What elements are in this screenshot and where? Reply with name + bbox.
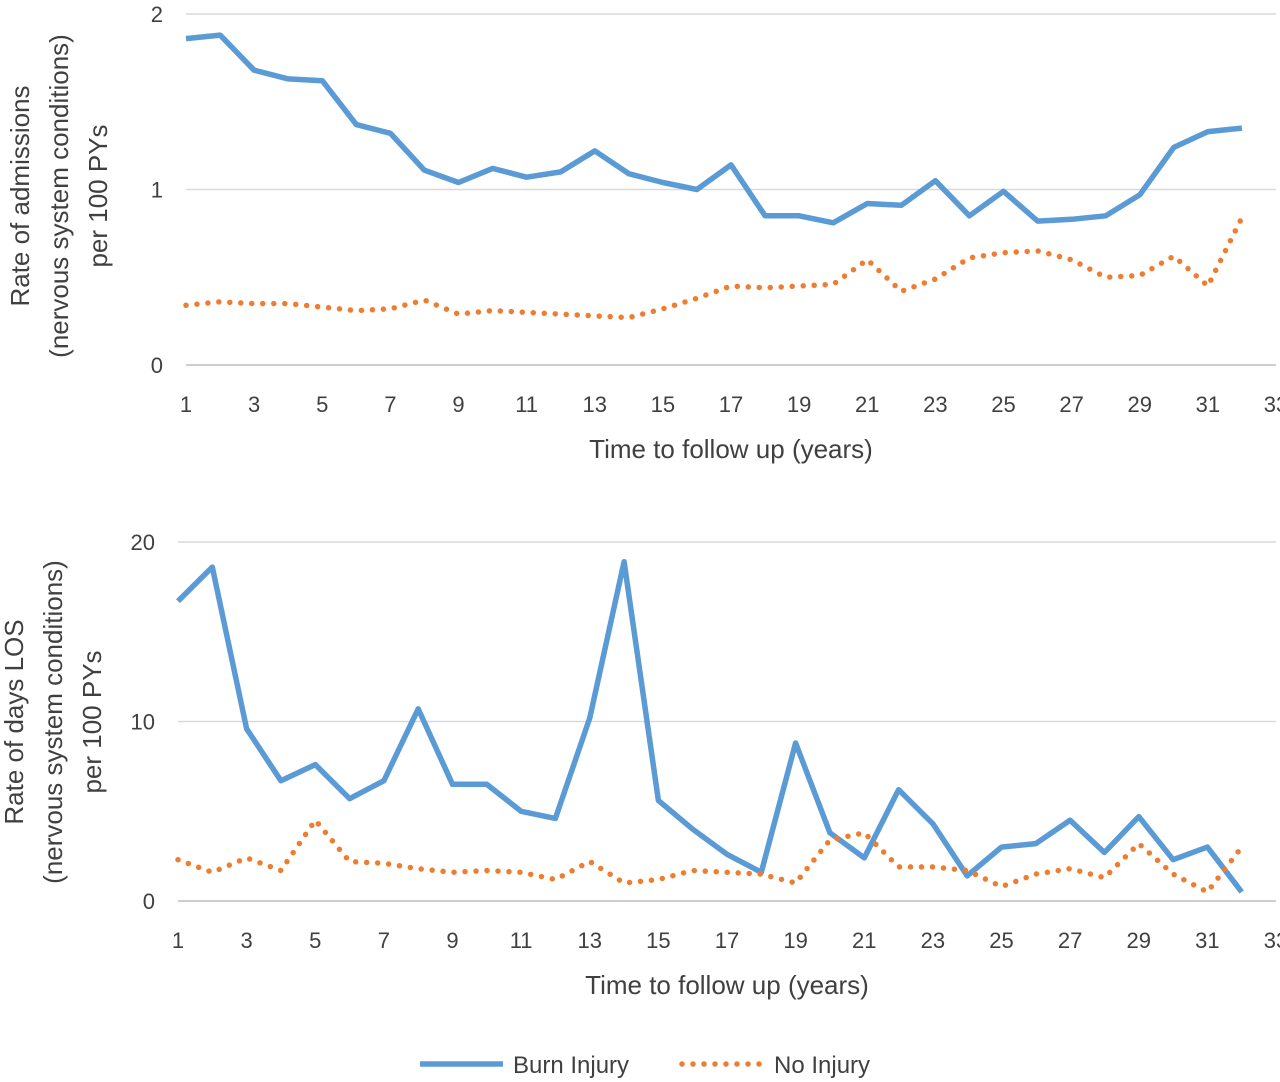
- x-tick-label: 17: [715, 928, 739, 953]
- y-tick-label: 20: [131, 530, 155, 555]
- x-axis-title: Time to follow up (years): [589, 434, 873, 464]
- y-axis-title-line: per 100 PYs: [77, 650, 107, 793]
- x-tick-label: 23: [921, 928, 945, 953]
- x-tick-label: 9: [446, 928, 458, 953]
- x-tick-label: 15: [646, 928, 670, 953]
- x-tick-label: 5: [316, 392, 328, 417]
- x-tick-label: 7: [384, 392, 396, 417]
- legend-item: No Injury: [679, 1052, 870, 1079]
- legend-label: Burn Injury: [513, 1052, 629, 1079]
- series-line-no-injury: [183, 214, 1245, 321]
- legend-item: Burn Injury: [420, 1052, 629, 1079]
- y-tick-label: 0: [151, 353, 163, 378]
- y-axis-title-line: (nervous system conditions): [44, 34, 74, 358]
- x-tick-label: 11: [515, 392, 538, 417]
- x-tick-label: 15: [651, 392, 675, 417]
- chart-panel-1: 01213579111315171921232527293133Time to …: [5, 2, 1280, 464]
- x-tick-label: 21: [855, 392, 879, 417]
- y-axis-title-line: Rate of days LOS: [0, 619, 29, 824]
- x-tick-label: 31: [1196, 392, 1220, 417]
- x-tick-label: 21: [852, 928, 876, 953]
- x-tick-label: 3: [241, 928, 253, 953]
- x-tick-label: 7: [378, 928, 390, 953]
- x-tick-label: 29: [1128, 392, 1152, 417]
- x-tick-label: 5: [309, 928, 321, 953]
- x-tick-label: 13: [578, 928, 602, 953]
- y-tick-label: 1: [151, 178, 163, 203]
- x-tick-label: 17: [719, 392, 743, 417]
- x-tick-label: 19: [783, 928, 807, 953]
- x-tick-label: 3: [248, 392, 260, 417]
- x-tick-label: 31: [1195, 928, 1219, 953]
- x-tick-label: 27: [1059, 392, 1083, 417]
- x-tick-label: 13: [583, 392, 607, 417]
- y-axis-title-line: Rate of admissions: [5, 85, 35, 306]
- series-line-burn-injury: [185, 32, 1243, 226]
- x-tick-label: 25: [989, 928, 1013, 953]
- series-line-no-injury: [175, 817, 1245, 895]
- y-tick-label: 2: [151, 2, 163, 27]
- chart-panel-2: 0102013579111315171921232527293133Time t…: [0, 530, 1280, 1000]
- legend: Burn Injury No Injury: [420, 1052, 870, 1079]
- x-tick-label: 23: [923, 392, 947, 417]
- x-tick-label: 27: [1058, 928, 1082, 953]
- y-axis-title-line: (nervous system conditions): [38, 560, 68, 884]
- x-tick-label: 19: [787, 392, 811, 417]
- y-tick-label: 0: [143, 889, 155, 914]
- y-axis-title-line: per 100 PYs: [83, 124, 113, 267]
- x-tick-label: 1: [172, 928, 184, 953]
- x-tick-label: 25: [991, 392, 1015, 417]
- legend-label: No Injury: [774, 1052, 870, 1079]
- x-tick-label: 33: [1264, 392, 1280, 417]
- x-tick-label: 33: [1264, 928, 1280, 953]
- y-tick-label: 10: [131, 710, 155, 735]
- x-tick-label: 9: [452, 392, 464, 417]
- x-tick-label: 29: [1127, 928, 1151, 953]
- x-tick-label: 11: [510, 928, 533, 953]
- series-line-burn-injury: [176, 558, 1244, 894]
- x-axis-title: Time to follow up (years): [585, 970, 869, 1000]
- x-tick-label: 1: [180, 392, 192, 417]
